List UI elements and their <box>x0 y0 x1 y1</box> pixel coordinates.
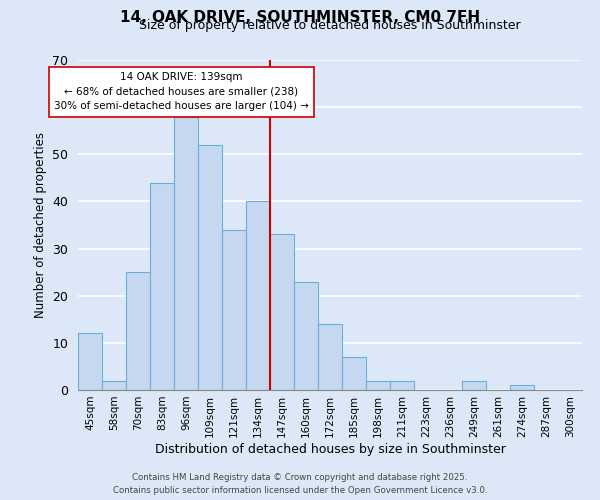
Bar <box>222 230 246 390</box>
Bar <box>102 380 126 390</box>
Text: Contains HM Land Registry data © Crown copyright and database right 2025.
Contai: Contains HM Land Registry data © Crown c… <box>113 474 487 495</box>
Bar <box>510 386 534 390</box>
Bar <box>294 282 318 390</box>
Bar <box>318 324 342 390</box>
Text: 14 OAK DRIVE: 139sqm
← 68% of detached houses are smaller (238)
30% of semi-deta: 14 OAK DRIVE: 139sqm ← 68% of detached h… <box>54 72 308 112</box>
Bar <box>390 380 414 390</box>
Bar <box>150 182 174 390</box>
Bar <box>174 116 198 390</box>
X-axis label: Distribution of detached houses by size in Southminster: Distribution of detached houses by size … <box>155 442 505 456</box>
Bar <box>246 202 270 390</box>
Bar <box>78 334 102 390</box>
Bar <box>198 145 222 390</box>
Bar <box>462 380 486 390</box>
Title: Size of property relative to detached houses in Southminster: Size of property relative to detached ho… <box>139 20 521 32</box>
Text: 14, OAK DRIVE, SOUTHMINSTER, CM0 7FH: 14, OAK DRIVE, SOUTHMINSTER, CM0 7FH <box>120 10 480 25</box>
Bar <box>342 357 366 390</box>
Bar <box>270 234 294 390</box>
Y-axis label: Number of detached properties: Number of detached properties <box>34 132 47 318</box>
Bar <box>126 272 150 390</box>
Bar <box>366 380 390 390</box>
